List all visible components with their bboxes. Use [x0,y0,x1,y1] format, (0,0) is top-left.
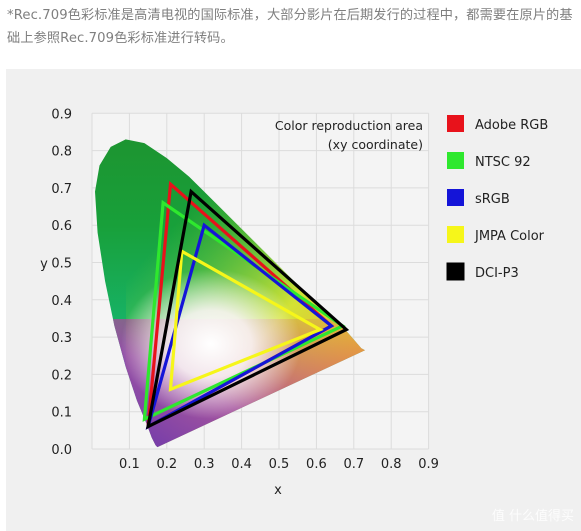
y-tick-label: 0.8 [51,145,72,160]
watermark: 值 什么值得买 [492,508,574,524]
y-tick-label: 0.0 [51,443,72,458]
gamut-triangles [142,180,350,430]
caption-text: *Rec.709色彩标准是高清电视的国际标准，大部分影片在后期发行的过程中，都需… [7,8,573,46]
x-tick-label: 0.3 [194,457,215,472]
y-tick-label: 0.7 [51,182,72,197]
x-tick-label: 0.8 [381,457,402,472]
x-tick-label: 0.6 [306,457,327,472]
gamut-triangle-dci-p3 [145,188,350,430]
legend: Adobe RGB NTSC 92 sRGB JMPA Color DCI-P3 [446,115,548,281]
legend-swatch [447,189,464,206]
y-axis-label: y [40,257,48,272]
legend-swatch [447,226,464,243]
legend-swatch [447,115,464,132]
x-tick-label: 0.1 [119,457,140,472]
x-tick-label: 0.9 [418,457,439,472]
y-tick-label: 0.3 [51,331,72,346]
annotation-line-1: Color reproduction area [275,118,423,133]
y-tick-label: 0.2 [51,368,72,383]
gamut-triangle-jmpa-color [168,248,324,392]
y-tick-label: 0.6 [51,219,72,234]
legend-label: Adobe RGB [475,118,548,133]
legend-label: sRGB [475,192,510,207]
chart-figure: 0.0 0.1 0.2 0.3 0.4 0.5 0.6 0.7 0.8 0.9 0.1 0.2 0.3 0… [6,69,581,531]
legend-swatch [447,152,464,169]
y-tick-label: 0.4 [51,294,72,309]
x-tick-label: 0.7 [343,457,364,472]
legend-label: JMPA Color [474,229,545,244]
cie-chart: 0.0 0.1 0.2 0.3 0.4 0.5 0.6 0.7 0.8 0.9 0.1 0.2 0.3 0… [40,107,574,524]
y-tick-label: 0.5 [51,257,72,272]
x-axis-label: x [274,483,282,498]
x-tick-label: 0.4 [231,457,252,472]
x-tick-label: 0.2 [156,457,177,472]
y-tick-label: 0.1 [51,406,72,421]
legend-swatch [446,262,465,281]
axis-ticks: 0.0 0.1 0.2 0.3 0.4 0.5 0.6 0.7 0.8 0.9 0.1 0.2 0.3 0… [51,107,439,472]
legend-label: NTSC 92 [475,155,531,170]
legend-label: DCI-P3 [475,266,519,281]
annotation-line-2: (xy coordinate) [328,137,423,152]
y-tick-label: 0.9 [51,107,72,122]
x-tick-label: 0.5 [269,457,290,472]
